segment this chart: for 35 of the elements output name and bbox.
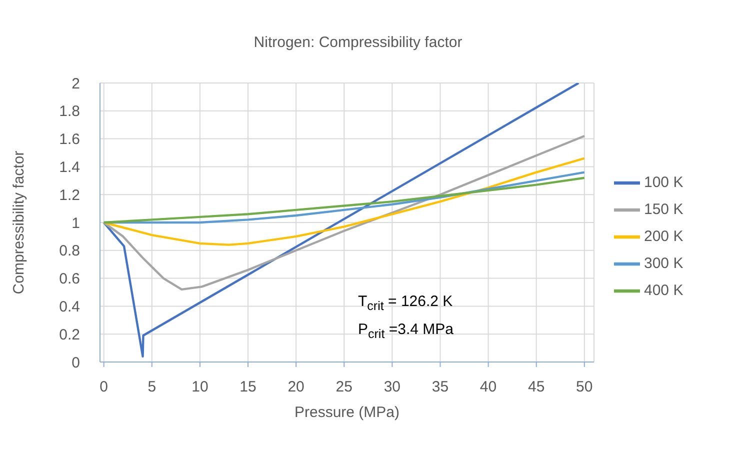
- y-tick-label: 1.8: [59, 103, 80, 120]
- legend-label: 400 K: [644, 282, 684, 300]
- x-tick-label: 0: [100, 378, 108, 396]
- x-tick-label: 40: [480, 378, 497, 396]
- x-tick-label: 35: [432, 378, 449, 396]
- y-tick-label: 1.4: [59, 159, 80, 176]
- y-tick-label: 0: [72, 354, 80, 372]
- line-series: [102, 157, 586, 246]
- x-tick-label: 30: [384, 378, 401, 396]
- x-tick-label: 50: [576, 378, 593, 396]
- x-tick-label: 15: [240, 378, 256, 396]
- annotation: T$_{crit}$ = 126.2 K: [358, 292, 454, 315]
- x-tick-label: 25: [336, 378, 352, 396]
- y-tick-label: 0.4: [59, 298, 80, 316]
- y-tick-label: 1.2: [59, 186, 80, 204]
- x-axis-title: Pressure (MPa): [294, 404, 400, 421]
- legend-label: 300 K: [644, 255, 684, 272]
- x-tick-label: 10: [192, 378, 208, 396]
- y-tick-label: 2: [72, 75, 80, 92]
- y-tick-label: 0.2: [59, 326, 80, 344]
- y-tick-label: 0.8: [59, 242, 80, 260]
- legend-label: 200 K: [644, 228, 684, 245]
- annotation: P$_{crit}$ =3.4 MPa: [358, 320, 454, 343]
- x-tick-label: 5: [148, 378, 156, 396]
- x-tick-label: 20: [288, 378, 304, 396]
- y-tick-label: 1: [72, 214, 80, 232]
- chart-title: Nitrogen: Compressibility factor: [252, 34, 464, 51]
- line-series: [102, 134, 586, 291]
- y-axis-title: Compressibility factor: [10, 150, 28, 294]
- line-series: [102, 83, 580, 358]
- legend-label: 150 K: [644, 200, 684, 218]
- legend-label: 100 K: [644, 174, 684, 191]
- x-tick-label: 45: [528, 378, 545, 396]
- y-tick-label: 1.6: [59, 131, 80, 148]
- y-tick-label: 0.6: [59, 270, 80, 288]
